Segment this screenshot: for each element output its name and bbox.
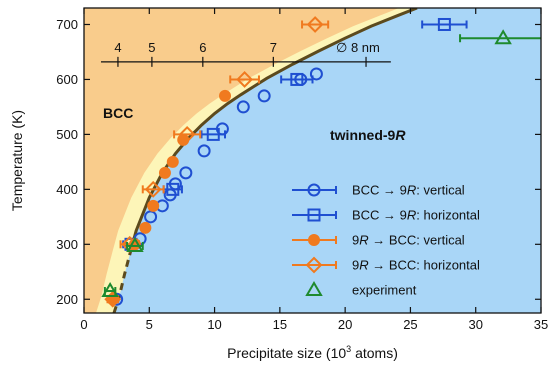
y-tick-label: 500 [56, 127, 78, 142]
x-tick-label: 10 [207, 317, 221, 332]
boundary-curve-solid [129, 8, 418, 251]
data-point [309, 67, 323, 81]
legend-label: experiment [352, 283, 417, 298]
diameter-scale-tick-label: 5 [148, 40, 155, 55]
y-tick-label: 400 [56, 182, 78, 197]
axes: 0 5 10 15 20 25 30 35 200 300 400 500 600 700 [56, 7, 548, 332]
x-tick-label: 25 [403, 317, 417, 332]
legend-entry: experiment [305, 281, 417, 298]
legend-entry: 9R → BCC: vertical [292, 233, 465, 248]
diameter-scale: 4 5 6 7 ∅ 8 nm [100, 40, 391, 67]
legend-label: 9R → BCC: horizontal [352, 258, 480, 273]
data-point [236, 100, 250, 114]
data-point [437, 17, 451, 31]
y-tick-label: 300 [56, 237, 78, 252]
legend-marker [307, 208, 321, 222]
legend-marker [307, 183, 321, 197]
legend-label: 9R → BCC: vertical [352, 233, 465, 248]
data-point [236, 71, 254, 88]
twinned-9r-region-label: twinned-9R [330, 127, 406, 143]
data-point [166, 182, 180, 196]
data-point [178, 125, 196, 143]
legend-entry: BCC → 9R: horizontal [292, 208, 480, 223]
data-point [139, 221, 152, 234]
x-tick-label: 35 [534, 317, 548, 332]
data-point [290, 72, 304, 86]
legend-label: BCC → 9R: horizontal [352, 208, 480, 223]
legend-entry: 9R → BCC: horizontal [292, 256, 480, 274]
legend-entry: BCC → 9R: vertical [292, 183, 465, 198]
y-tick-label: 600 [56, 72, 78, 87]
data-point [257, 89, 271, 103]
x-tick-label: 0 [80, 317, 87, 332]
data-point [197, 144, 211, 158]
data-point [206, 127, 220, 141]
bcc-region-label: BCC [103, 105, 133, 121]
x-axis-title: Precipitate size (103 atoms) [227, 344, 398, 361]
data-point [144, 210, 158, 224]
phase-regions [84, 8, 541, 313]
y-axis-title: Temperature (K) [9, 110, 25, 211]
diameter-scale-tick-label: 6 [199, 40, 206, 55]
x-tick-label: 15 [273, 317, 287, 332]
y-tick-label: 200 [56, 292, 78, 307]
data-point [158, 166, 171, 179]
x-tick-label: 30 [468, 317, 482, 332]
data-point [101, 282, 119, 298]
data-series [101, 16, 541, 308]
series-triangle-open [101, 29, 541, 298]
boundary-curve [112, 8, 418, 313]
legend-marker [308, 234, 320, 246]
legend: BCC → 9R: vertical BCC → 9R: horizontal 9R… [292, 183, 480, 298]
legend-marker [305, 281, 323, 296]
data-point [177, 133, 190, 146]
y-tick-label: 700 [56, 17, 78, 32]
plot-frame [83, 7, 542, 314]
data-point [144, 180, 162, 198]
twinned-9r-region [114, 8, 541, 313]
data-point [219, 89, 232, 102]
data-point [126, 236, 144, 252]
boundary-curve-dashed [112, 249, 133, 313]
series-diamond-open [104, 16, 330, 308]
data-point [147, 199, 160, 212]
data-point [306, 16, 324, 33]
diameter-scale-tick-label: 4 [114, 40, 121, 55]
data-point [179, 166, 193, 180]
legend-label: BCC → 9R: vertical [352, 183, 465, 198]
data-point [166, 155, 179, 168]
diameter-scale-tick-label: 7 [270, 40, 277, 55]
x-tick-label: 5 [146, 317, 153, 332]
data-point [494, 29, 512, 45]
x-tick-label: 20 [338, 317, 352, 332]
legend-marker [305, 256, 323, 274]
diameter-scale-unit-label: ∅ 8 nm [336, 40, 380, 55]
